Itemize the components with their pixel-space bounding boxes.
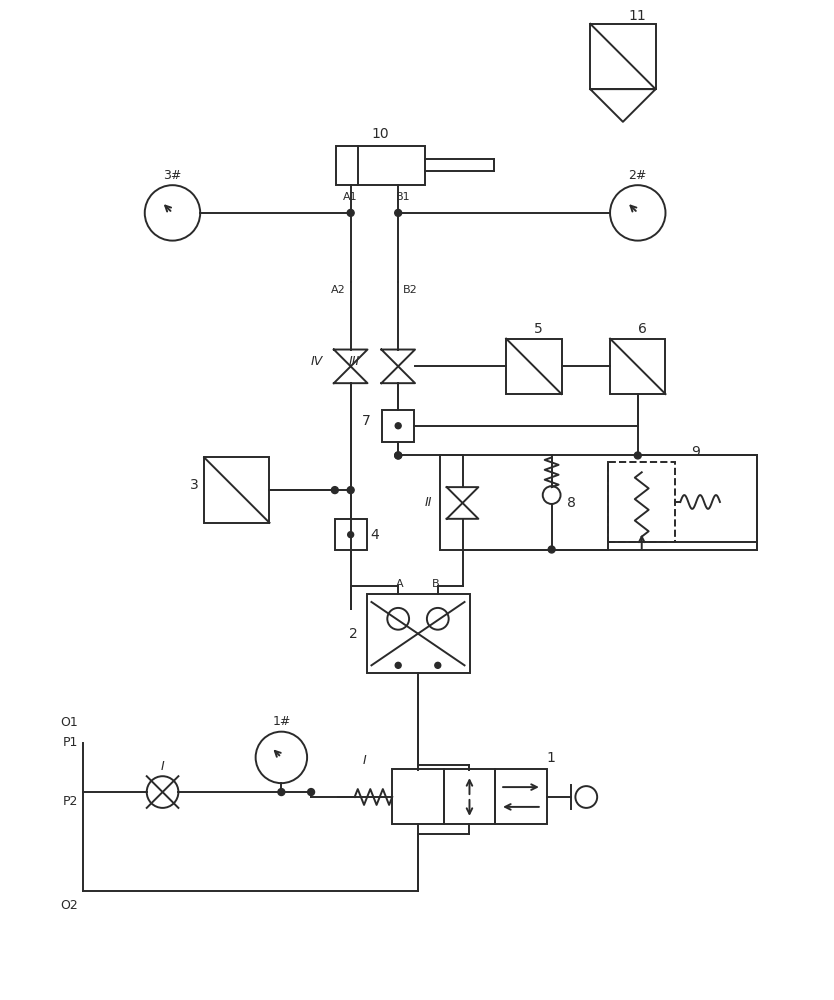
Bar bbox=[366, 594, 470, 673]
Text: 1: 1 bbox=[546, 751, 555, 765]
Text: B2: B2 bbox=[403, 285, 418, 295]
Text: 11: 11 bbox=[629, 9, 646, 23]
Bar bbox=[444, 769, 495, 824]
Bar bbox=[334, 519, 366, 550]
Circle shape bbox=[635, 452, 641, 459]
Circle shape bbox=[348, 532, 354, 538]
Text: 10: 10 bbox=[372, 127, 389, 141]
Text: A2: A2 bbox=[331, 285, 346, 295]
Text: 2: 2 bbox=[349, 627, 358, 641]
Bar bbox=[382, 410, 414, 442]
Text: B: B bbox=[432, 579, 440, 589]
Text: A1: A1 bbox=[344, 192, 358, 202]
Circle shape bbox=[395, 423, 401, 429]
Circle shape bbox=[548, 546, 555, 553]
Text: II: II bbox=[425, 496, 433, 509]
Bar bbox=[392, 769, 444, 824]
Circle shape bbox=[308, 789, 314, 796]
Bar bbox=[608, 462, 676, 542]
Text: O1: O1 bbox=[61, 716, 78, 729]
Text: 1#: 1# bbox=[272, 715, 290, 728]
Circle shape bbox=[394, 452, 402, 459]
Text: B1: B1 bbox=[396, 192, 410, 202]
Circle shape bbox=[347, 209, 354, 216]
Text: 6: 6 bbox=[638, 322, 647, 336]
Text: 2#: 2# bbox=[629, 169, 647, 182]
Text: 7: 7 bbox=[362, 414, 370, 428]
Text: 9: 9 bbox=[691, 445, 700, 459]
Bar bbox=[495, 769, 547, 824]
Text: 5: 5 bbox=[535, 322, 543, 336]
Bar bbox=[506, 339, 561, 394]
Text: 4: 4 bbox=[370, 528, 379, 542]
Circle shape bbox=[331, 487, 339, 494]
Text: 3#: 3# bbox=[163, 169, 182, 182]
Circle shape bbox=[435, 662, 440, 668]
Bar bbox=[610, 339, 666, 394]
Text: 3: 3 bbox=[190, 478, 198, 492]
Bar bbox=[204, 457, 269, 523]
Circle shape bbox=[394, 209, 402, 216]
Bar bbox=[336, 146, 425, 185]
Bar bbox=[440, 455, 756, 550]
Circle shape bbox=[395, 662, 401, 668]
Text: IV: IV bbox=[311, 355, 323, 368]
Text: P1: P1 bbox=[63, 736, 78, 749]
Circle shape bbox=[347, 487, 354, 494]
Circle shape bbox=[394, 452, 402, 459]
Text: III: III bbox=[349, 355, 360, 368]
Circle shape bbox=[278, 789, 285, 796]
Text: O2: O2 bbox=[61, 899, 78, 912]
Bar bbox=[590, 24, 656, 89]
Text: I: I bbox=[363, 754, 366, 767]
Text: A: A bbox=[396, 579, 404, 589]
Text: P2: P2 bbox=[63, 795, 78, 808]
Text: I: I bbox=[161, 760, 164, 773]
Text: 8: 8 bbox=[567, 496, 576, 510]
